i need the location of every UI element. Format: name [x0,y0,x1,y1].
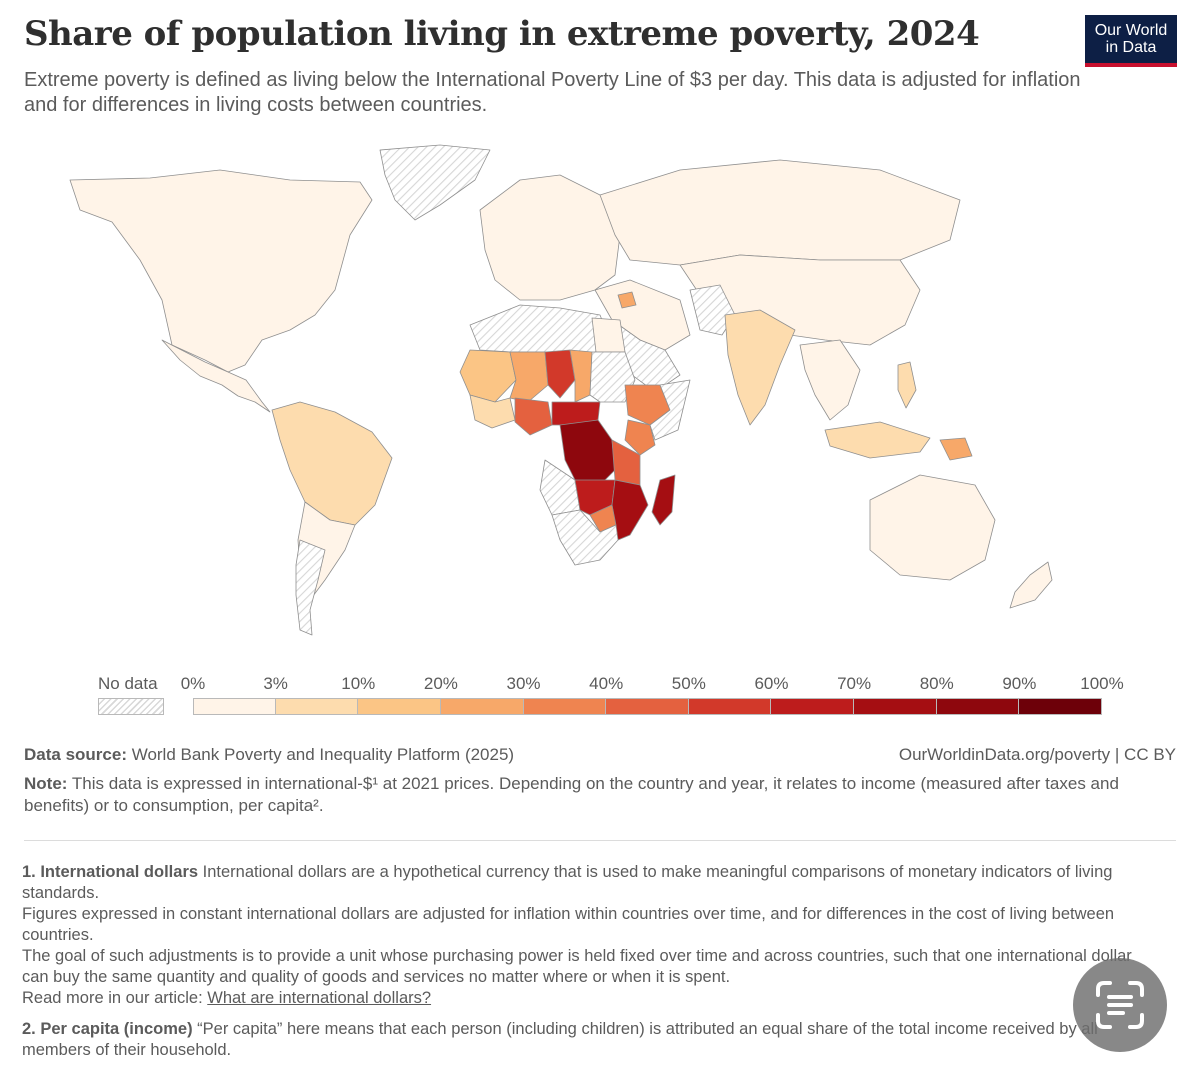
source-line: Data source: World Bank Poverty and Ineq… [24,745,1176,765]
footnote-gap [22,1009,1162,1019]
note-text: This data is expressed in international-… [24,774,1119,815]
legend-swatch[interactable] [606,698,689,715]
south-america-north[interactable] [271,401,393,526]
source-label: Data source: [24,745,127,764]
niger[interactable] [544,349,576,399]
legend-no-data-label: No data [98,674,158,693]
syria[interactable] [617,291,637,309]
text-scan-icon [1096,981,1144,1029]
dr-congo[interactable] [559,419,616,486]
footnotes: 1. International dollars International d… [22,862,1162,1061]
note: Note: This data is expressed in internat… [24,773,1164,817]
north-africa[interactable] [469,304,613,356]
russia-north-asia[interactable] [599,159,961,266]
footnote-1-text: International dollars are a hypothetical… [22,863,1113,902]
legend-tick-label: 70% [837,674,872,693]
legend-swatch[interactable] [440,698,524,715]
legend-no-data-swatch[interactable] [98,698,164,715]
footnote-2-title: 2. Per capita (income) [22,1020,193,1038]
footnote-1-title: 1. International dollars [22,863,199,881]
legend-swatch[interactable] [358,698,441,715]
madagascar[interactable] [651,474,676,526]
chad[interactable] [569,349,593,403]
owid-logo[interactable]: Our World in Data [1085,15,1177,67]
logo-line-2: in Data [1105,39,1157,56]
new-zealand[interactable] [1009,561,1053,609]
legend-tick-label: 10% [341,674,376,693]
legend-swatch[interactable] [523,698,607,715]
europe[interactable] [479,174,621,301]
legend-tick-label: 3% [263,674,288,693]
egypt[interactable] [591,317,626,353]
legend-swatch[interactable] [688,698,772,715]
greenland[interactable] [379,144,491,221]
world-map[interactable] [0,140,1200,650]
north-america[interactable] [69,169,373,373]
footnote-1-para-2: Figures expressed in constant internatio… [22,905,1115,944]
legend-tick-label: 40% [589,674,624,693]
legend-tick-label: 80% [919,674,954,693]
legend-swatch[interactable] [936,698,1020,715]
footnote-2: 2. Per capita (income) “Per capita” here… [22,1019,1162,1061]
footnote-2-text: “Per capita” here means that each person… [22,1020,1098,1059]
southern-africa[interactable] [551,509,619,566]
footnote-1-read-more: Read more in our article: What are inter… [22,988,1162,1009]
source-url[interactable]: OurWorldinData.org/poverty | CC BY [898,745,1176,764]
philippines[interactable] [897,361,917,409]
legend-tick-label: 90% [1002,674,1037,693]
sudan[interactable] [589,351,636,403]
legend-swatch[interactable] [771,698,855,715]
legend-tick-label: 60% [754,674,789,693]
kenya[interactable] [624,419,656,456]
text-scan-button[interactable] [1073,958,1167,1052]
india[interactable] [724,309,796,426]
legend-swatch[interactable] [1019,698,1102,715]
legend-tick-label: 50% [671,674,706,693]
international-dollars-link[interactable]: What are international dollars? [207,989,432,1007]
legend-tick-label: 30% [506,674,541,693]
chart-title: Share of population living in extreme po… [24,14,980,54]
mozambique-malawi[interactable] [611,479,649,541]
legend: No data 0% 3% 10% 20% 30% 40% 50% 60% 70% 80% 90% … [0,668,1200,728]
source-text: World Bank Poverty and Inequality Platfo… [126,745,515,764]
legend-swatch[interactable] [275,698,359,715]
west-sahel[interactable] [459,349,517,403]
indonesia[interactable] [824,421,931,459]
mali[interactable] [509,351,549,403]
legend-swatch[interactable] [854,698,937,715]
note-label: Note: [24,774,68,793]
footnote-1-intro: 1. International dollars International d… [22,862,1162,904]
southeast-asia[interactable] [799,339,861,421]
legend-tick-label: 20% [423,674,458,693]
australia[interactable] [869,474,996,581]
argentina[interactable] [295,539,326,636]
chart-subtitle: Extreme poverty is defined as living bel… [24,69,1081,116]
logo-line-1: Our World [1094,22,1168,39]
legend-swatch[interactable] [193,698,276,715]
legend-end-label: 100% [1080,674,1124,693]
read-more-label: Read more in our article: [22,989,208,1007]
nigeria[interactable] [514,397,553,436]
somalia[interactable] [649,379,691,441]
divider [24,840,1176,841]
footnote-1-para-3: The goal of such adjustments is to provi… [22,947,1132,986]
central-america[interactable] [161,339,271,413]
papua-new-guinea[interactable] [939,437,973,461]
legend-tick-label: 0% [180,674,206,693]
